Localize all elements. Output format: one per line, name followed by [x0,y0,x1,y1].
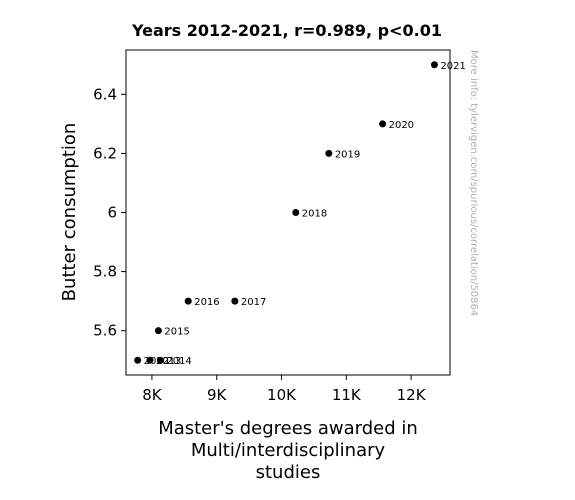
data-point-label: 2017 [241,297,266,308]
data-point-label: 2016 [194,297,219,308]
y-tick-label: 5.6 [93,322,117,340]
data-point [292,209,300,216]
y-tick-label: 6 [107,204,117,222]
data-point [156,356,164,364]
chart-title: Years 2012-2021, r=0.989, p<0.01 [131,21,442,40]
y-tick-label: 6.2 [93,144,117,162]
x-axis-label-line: Master's degrees awarded in [158,418,418,439]
y-tick-label: 6.4 [93,85,117,103]
data-point-label: 2015 [164,327,189,338]
data-point-label: 2012 [144,356,169,367]
data-point [325,149,333,157]
watermark-text: More info: tylervigen.com/spurious/corre… [468,50,479,316]
x-tick-label: 11K [332,386,362,404]
x-tick-label: 10K [267,386,297,404]
y-axis-label: Butter consumption [59,123,80,302]
data-point-label: 2013 [156,356,181,367]
x-axis-label: Master's degrees awarded inMulti/interdi… [158,418,418,483]
data-point [146,356,154,364]
x-axis: 8K 9K 10K 11K 12K [142,375,427,404]
data-point-label: 2018 [302,209,327,220]
data-point [184,297,192,305]
y-tick-label: 5.8 [93,263,117,281]
data-point-label: 2021 [440,61,465,72]
x-axis-label-line: studies [256,462,321,483]
y-axis: 5.6 5.8 6 6.2 6.4 [93,85,126,340]
data-point-label: 2014 [166,356,191,367]
x-tick-label: 12K [397,386,427,404]
data-point-label: 2019 [335,149,360,160]
data-point [379,120,387,128]
data-point [154,327,162,335]
x-tick-label: 9K [207,386,228,404]
x-tick-label: 8K [142,386,163,404]
data-point [430,61,438,69]
x-axis-label-line: Multi/interdisciplinary [191,440,386,461]
plot-area [125,49,451,376]
data-point [231,297,239,305]
data-point-label: 2020 [389,120,414,131]
data-point [134,356,142,364]
